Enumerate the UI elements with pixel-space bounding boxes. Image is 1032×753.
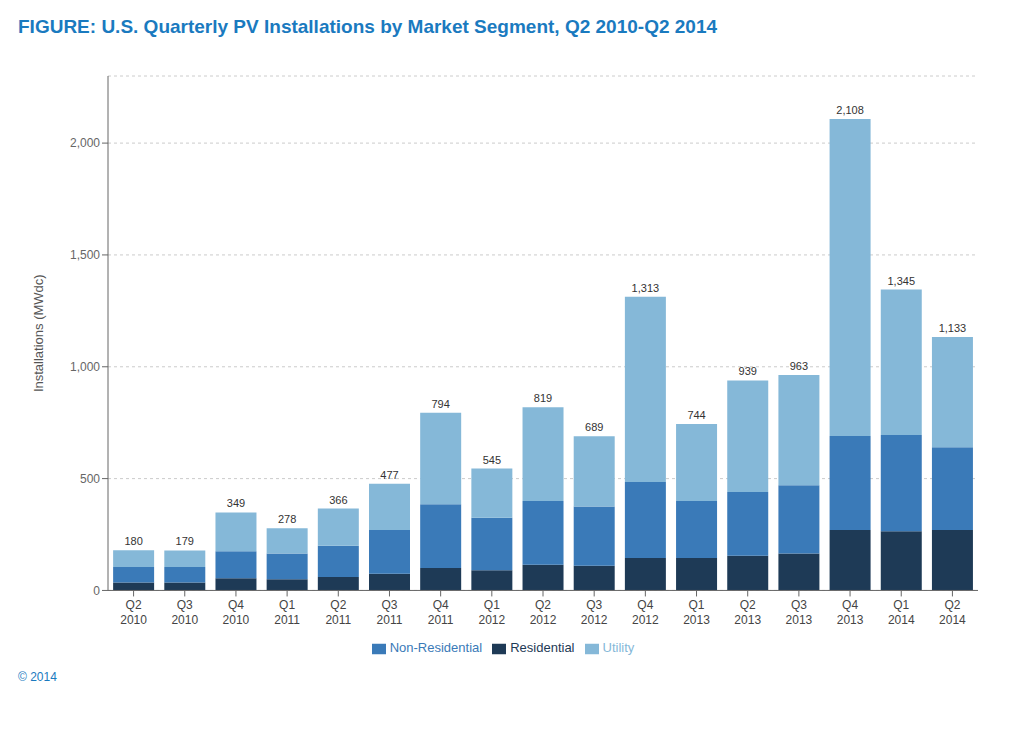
svg-text:500: 500 (80, 472, 100, 486)
svg-text:Q32010: Q32010 (171, 598, 198, 626)
svg-text:Q22014: Q22014 (939, 598, 966, 626)
svg-text:1,313: 1,313 (632, 282, 660, 294)
svg-text:0: 0 (93, 584, 100, 598)
svg-text:794: 794 (431, 398, 449, 410)
svg-text:Q22011: Q22011 (325, 598, 351, 626)
svg-text:477: 477 (380, 469, 398, 481)
svg-text:278: 278 (278, 513, 296, 525)
svg-text:Q32013: Q32013 (786, 598, 813, 626)
svg-text:Q42013: Q42013 (837, 598, 864, 626)
svg-text:179: 179 (176, 535, 194, 547)
svg-text:Q12011: Q12011 (274, 598, 300, 626)
svg-text:Q42010: Q42010 (223, 598, 250, 626)
svg-text:Q12014: Q12014 (888, 598, 915, 626)
svg-text:545: 545 (483, 454, 501, 466)
html-text:FIGURE: U.S. Quarterly PV Inst: FIGURE: U.S. Quarterly PV Installations … (18, 16, 717, 37)
svg-text:Installations (MWdc): Installations (MWdc) (31, 274, 46, 392)
svg-text:349: 349 (227, 497, 245, 509)
svg-text:2,000: 2,000 (70, 136, 100, 150)
svg-text:1,500: 1,500 (70, 248, 100, 262)
svg-text:Q42012: Q42012 (632, 598, 659, 626)
svg-text:366: 366 (329, 494, 347, 506)
svg-text:Q42011: Q42011 (428, 598, 454, 626)
svg-text:819: 819 (534, 392, 552, 404)
html-text:Utility: Utility (602, 640, 635, 656)
svg-text:180: 180 (124, 535, 142, 547)
svg-text:1,133: 1,133 (939, 322, 967, 334)
svg-text:Q22012: Q22012 (530, 598, 557, 626)
svg-text:1,345: 1,345 (887, 275, 915, 287)
svg-text:Q12013: Q12013 (683, 598, 710, 626)
svg-text:Q12012: Q12012 (478, 598, 505, 626)
svg-text:939: 939 (739, 365, 757, 377)
svg-text:1,000: 1,000 (70, 360, 100, 374)
svg-text:Q32012: Q32012 (581, 598, 608, 626)
html-text:Non-Residential: Non-Residential (389, 640, 483, 656)
svg-text:744: 744 (687, 409, 705, 421)
svg-text:Q22013: Q22013 (734, 598, 761, 626)
html-text:Residential: Residential (510, 640, 575, 656)
svg-text:689: 689 (585, 421, 603, 433)
svg-text:963: 963 (790, 360, 808, 372)
svg-text:Q22010: Q22010 (120, 598, 147, 626)
html-text:© 2014: © 2014 (18, 670, 57, 684)
svg-text:Q32011: Q32011 (377, 598, 403, 626)
svg-text:2,108: 2,108 (836, 104, 864, 116)
